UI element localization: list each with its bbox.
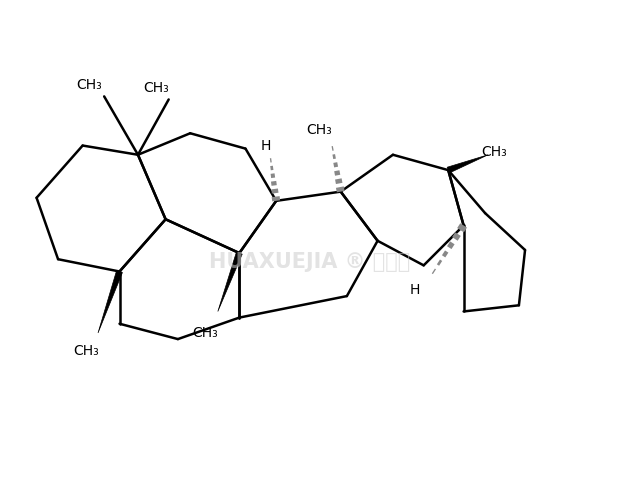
- Polygon shape: [457, 224, 467, 232]
- Text: CH₃: CH₃: [76, 78, 102, 92]
- Text: H: H: [260, 138, 271, 152]
- Polygon shape: [271, 181, 277, 186]
- Polygon shape: [432, 268, 436, 274]
- Polygon shape: [437, 260, 442, 266]
- Text: CH₃: CH₃: [143, 82, 169, 96]
- Text: CH₃: CH₃: [73, 344, 99, 358]
- Text: CH₃: CH₃: [193, 326, 218, 340]
- Polygon shape: [98, 270, 122, 333]
- Polygon shape: [447, 155, 488, 173]
- Polygon shape: [272, 188, 278, 194]
- Polygon shape: [218, 252, 242, 312]
- Text: H: H: [409, 283, 420, 297]
- Polygon shape: [270, 158, 272, 162]
- Polygon shape: [272, 196, 280, 202]
- Polygon shape: [332, 154, 336, 159]
- Polygon shape: [336, 186, 345, 192]
- Text: CH₃: CH₃: [306, 123, 332, 137]
- Polygon shape: [270, 166, 273, 170]
- Polygon shape: [442, 250, 448, 258]
- Polygon shape: [334, 170, 340, 175]
- Polygon shape: [334, 162, 338, 168]
- Polygon shape: [332, 146, 334, 151]
- Polygon shape: [452, 232, 461, 240]
- Polygon shape: [447, 242, 454, 249]
- Text: HUAXUEJIA ® 化学加: HUAXUEJIA ® 化学加: [210, 252, 410, 272]
- Polygon shape: [335, 178, 342, 184]
- Polygon shape: [270, 174, 275, 178]
- Text: CH₃: CH₃: [482, 144, 507, 158]
